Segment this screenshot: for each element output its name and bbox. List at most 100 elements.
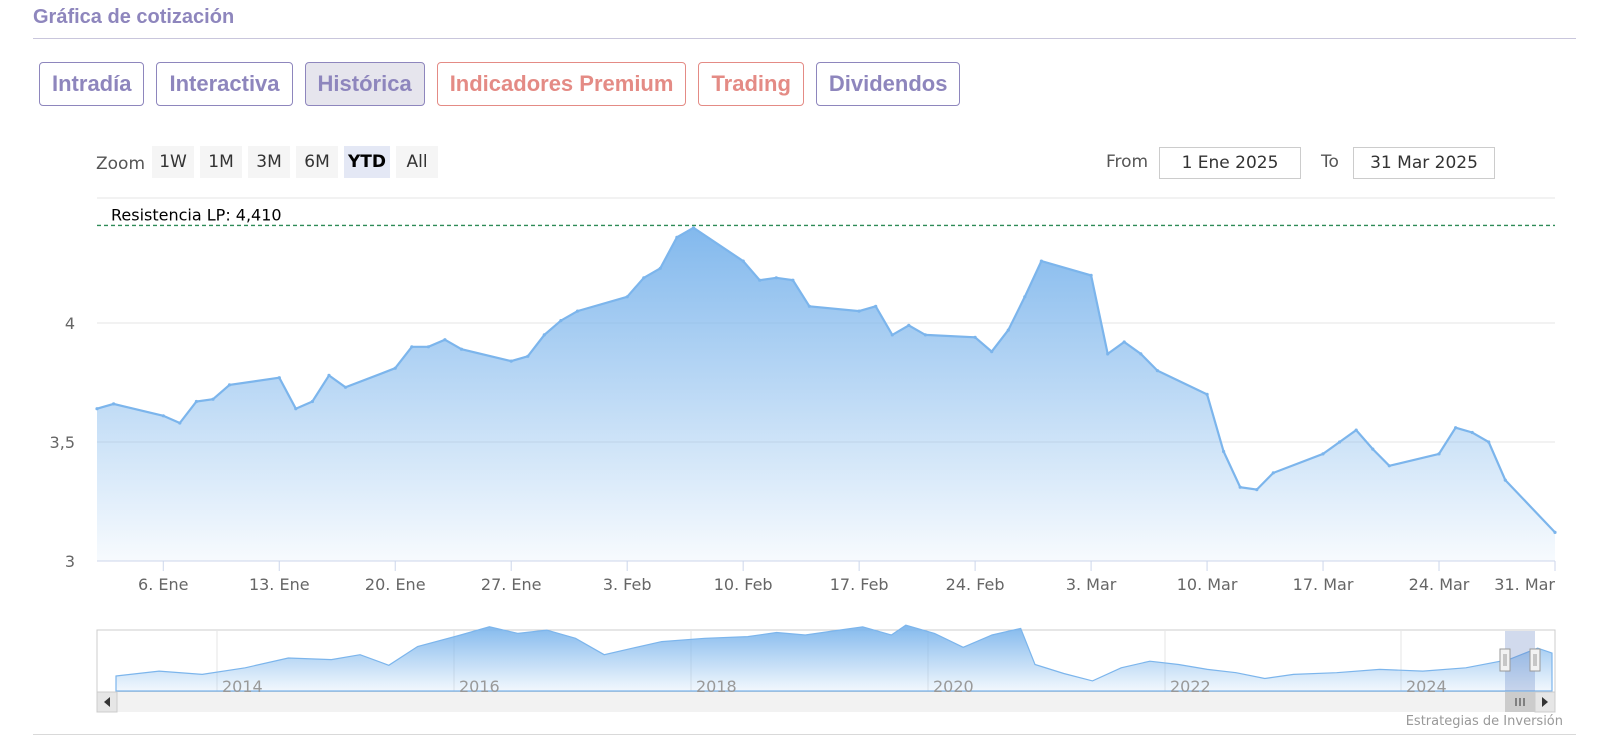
to-label: To bbox=[1321, 152, 1339, 172]
navigator-year-label: 2024 bbox=[1406, 677, 1447, 696]
x-tick-label: 24. Mar bbox=[1409, 575, 1470, 594]
data-point bbox=[1205, 392, 1209, 396]
data-point bbox=[642, 276, 646, 280]
data-point bbox=[675, 235, 679, 239]
data-point bbox=[1338, 440, 1342, 444]
data-point bbox=[310, 399, 314, 404]
navigator[interactable]: 2014 2016 2018 2020 2022 2024 bbox=[96, 624, 1556, 696]
page-title: Gráfica de cotización bbox=[33, 6, 235, 28]
data-point bbox=[741, 259, 745, 263]
data-point bbox=[625, 295, 629, 299]
data-point bbox=[1321, 452, 1325, 456]
tab-historica[interactable]: Histórica bbox=[304, 62, 425, 106]
credit-label: Estrategias de Inversión bbox=[1405, 714, 1563, 729]
data-point bbox=[459, 347, 464, 351]
y-tick-label: 3,5 bbox=[50, 433, 75, 452]
data-point bbox=[874, 304, 878, 308]
data-point bbox=[1006, 328, 1010, 332]
data-point bbox=[1387, 464, 1391, 468]
data-point bbox=[774, 276, 778, 280]
tab-interactiva[interactable]: Interactiva bbox=[156, 62, 293, 106]
data-point bbox=[691, 226, 696, 230]
zoom-3m-button[interactable]: 3M bbox=[248, 146, 290, 178]
navigator-year-labels: 2014 2016 2018 2020 2022 2024 bbox=[222, 677, 1447, 696]
data-point bbox=[1122, 340, 1126, 344]
data-point bbox=[112, 402, 116, 406]
x-tick-label: 27. Ene bbox=[481, 575, 542, 594]
navigator-left-handle[interactable] bbox=[1499, 648, 1511, 672]
from-date-input[interactable]: 1 Ene 2025 bbox=[1159, 147, 1301, 179]
navigator-series bbox=[115, 624, 1553, 692]
data-point bbox=[1255, 488, 1259, 492]
x-tick-label: 10. Feb bbox=[714, 575, 773, 594]
y-axis-labels: 33,54 bbox=[50, 314, 75, 571]
arrow-left-icon bbox=[104, 697, 110, 707]
navigator-right-handle[interactable] bbox=[1529, 648, 1541, 672]
data-point bbox=[658, 266, 662, 270]
data-point bbox=[1222, 449, 1226, 454]
navigator-year-label: 2016 bbox=[459, 677, 500, 696]
navigator-year-label: 2018 bbox=[696, 677, 737, 696]
data-point bbox=[990, 350, 994, 354]
data-point bbox=[509, 359, 513, 363]
to-date-input[interactable]: 31 Mar 2025 bbox=[1353, 147, 1495, 179]
data-point bbox=[973, 335, 977, 339]
data-point bbox=[327, 373, 331, 377]
arrow-right-icon bbox=[1542, 697, 1548, 707]
data-point bbox=[907, 323, 911, 327]
data-point bbox=[1553, 530, 1557, 535]
data-point bbox=[1106, 352, 1110, 356]
scrollbar[interactable] bbox=[96, 691, 1556, 713]
zoom-ytd-button[interactable]: YTD bbox=[344, 146, 391, 178]
y-tick-label: 3 bbox=[65, 552, 75, 571]
data-point bbox=[1139, 352, 1143, 356]
zoom-6m-button[interactable]: 6M bbox=[296, 146, 338, 178]
zoom-buttons: 1W 1M 3M 6M YTD All bbox=[152, 146, 439, 178]
data-point bbox=[227, 383, 232, 387]
tab-dividendos[interactable]: Dividendos bbox=[815, 62, 961, 106]
navigator-year-label: 2014 bbox=[222, 677, 263, 696]
x-tick-label: 3. Mar bbox=[1066, 575, 1117, 594]
navigator-year-label: 2020 bbox=[933, 677, 974, 696]
data-point bbox=[393, 366, 397, 370]
data-point bbox=[758, 278, 762, 282]
data-point bbox=[890, 333, 894, 337]
x-tick-label: 13. Ene bbox=[249, 575, 310, 594]
x-tick-label: 3. Feb bbox=[603, 575, 652, 594]
zoom-1m-button[interactable]: 1M bbox=[200, 146, 242, 178]
data-point bbox=[1271, 471, 1275, 475]
data-point bbox=[1238, 485, 1242, 489]
data-point bbox=[194, 399, 198, 404]
zoom-all-button[interactable]: All bbox=[396, 146, 439, 178]
zoom-label: Zoom bbox=[96, 154, 146, 174]
x-axis-labels: 6. Ene 13. Ene 20. Ene 27. Ene 3. Feb 10. Feb… bbox=[138, 561, 1556, 594]
scrollbar-track[interactable] bbox=[97, 692, 1555, 712]
tab-trading[interactable]: Trading bbox=[698, 62, 804, 106]
tab-indicadores-premium[interactable]: Indicadores Premium bbox=[436, 62, 687, 106]
data-point bbox=[178, 421, 182, 425]
data-point bbox=[95, 407, 99, 411]
x-tick-label: 17. Mar bbox=[1293, 575, 1354, 594]
data-point bbox=[1454, 426, 1458, 430]
chart-tabs: Intradía Interactiva Histórica Indicador… bbox=[39, 62, 961, 106]
data-point bbox=[575, 309, 580, 313]
data-point bbox=[791, 278, 795, 282]
data-point bbox=[542, 333, 546, 337]
data-point bbox=[1039, 259, 1043, 263]
data-point bbox=[410, 345, 414, 349]
data-point bbox=[1503, 478, 1507, 482]
data-point bbox=[161, 414, 165, 418]
footer-divider bbox=[33, 734, 1576, 735]
navigator-year-label: 2022 bbox=[1170, 677, 1211, 696]
x-tick-label: 17. Feb bbox=[830, 575, 889, 594]
data-point bbox=[443, 338, 447, 342]
data-point bbox=[807, 304, 812, 308]
y-tick-label: 4 bbox=[65, 314, 75, 333]
x-tick-label: 31. Mar bbox=[1494, 575, 1555, 594]
x-tick-label: 10. Mar bbox=[1177, 575, 1238, 594]
tab-intradia[interactable]: Intradía bbox=[39, 62, 145, 106]
from-label: From bbox=[1106, 152, 1149, 172]
zoom-1w-button[interactable]: 1W bbox=[152, 146, 194, 178]
data-point bbox=[294, 407, 298, 411]
